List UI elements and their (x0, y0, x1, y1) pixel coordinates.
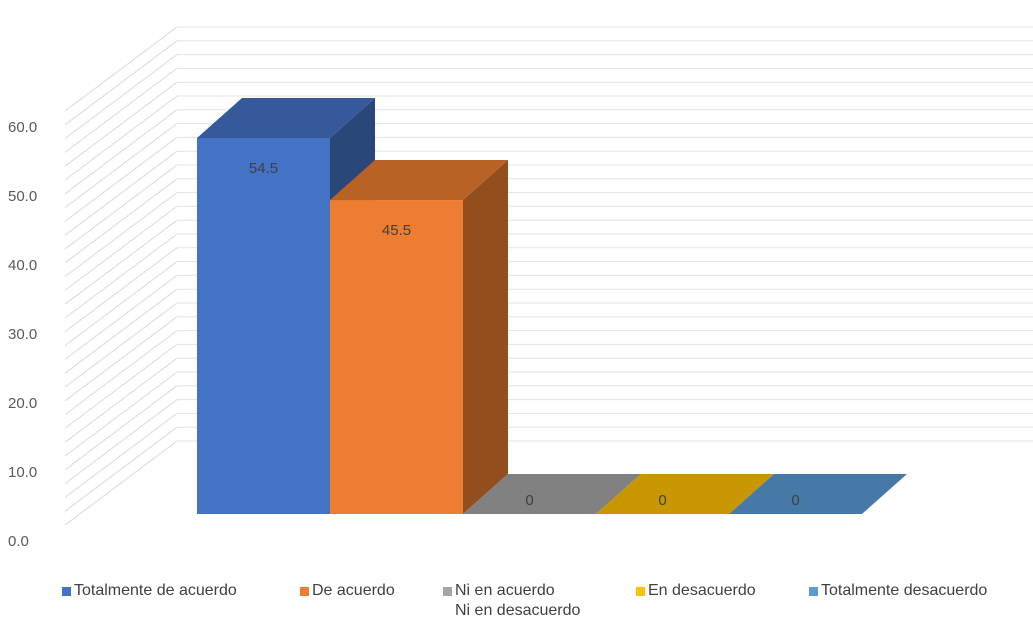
gridline-diagonal (64, 40, 178, 126)
legend-swatch (443, 587, 452, 596)
bar-top (596, 474, 774, 514)
legend-swatch (636, 587, 645, 596)
chart: 0.0 10.0 20.0 30.0 40.0 50.0 60.0 54.5 45.5 0 0 0 (8, 26, 1033, 550)
gridline-diagonal (64, 426, 178, 512)
gridline-diagonal (64, 81, 178, 167)
y-tick-label: 50.0 (8, 188, 37, 205)
gridline-diagonal (64, 261, 178, 347)
gridline-diagonal (64, 26, 178, 112)
gridline-diagonal (64, 109, 178, 195)
gridline-diagonal (64, 68, 178, 153)
gridline-diagonal (64, 95, 178, 181)
gridline-diagonal (64, 371, 178, 457)
data-label: 45.5 (382, 222, 411, 239)
gridline-diagonal (64, 412, 178, 498)
bar-top (729, 474, 907, 514)
gridline-diagonal (64, 247, 178, 333)
gridline-diagonal (64, 274, 178, 360)
data-label: 54.5 (249, 160, 278, 177)
legend-label: Totalmente de acuerdo (74, 582, 237, 599)
bar-top (463, 474, 641, 514)
gridline-diagonal (64, 385, 178, 471)
gridline-diagonal (64, 192, 178, 278)
bar (729, 474, 907, 514)
data-label: 0 (525, 492, 533, 509)
legend-swatch (300, 587, 309, 596)
gridline-diagonal (64, 178, 178, 264)
bar-front (330, 200, 463, 515)
legend-swatch (809, 587, 818, 596)
gridline-diagonal (64, 136, 178, 222)
y-tick-label: 20.0 (8, 395, 37, 412)
legend: Totalmente de acuerdo De acuerdo Ni en acu… (0, 581, 1033, 623)
y-tick-label: 60.0 (8, 119, 37, 136)
y-tick-label: 10.0 (8, 464, 37, 481)
gridline-diagonal (64, 343, 178, 429)
gridline-diagonal (64, 440, 178, 526)
y-tick-label: 0.0 (8, 533, 29, 550)
gridline-diagonal (64, 399, 178, 485)
gridline-diagonal (64, 164, 178, 250)
gridline-diagonal (64, 219, 178, 305)
bar-top (330, 160, 508, 201)
bar (463, 474, 641, 514)
data-label: 0 (658, 492, 666, 509)
bar-front (197, 137, 330, 514)
legend-label: Totalmente desacuerdo (821, 582, 988, 599)
gridline-diagonal (64, 357, 178, 443)
gridline-diagonal (64, 150, 178, 236)
gridline-diagonal (64, 302, 178, 388)
gridline-diagonal (64, 288, 178, 374)
gridline-diagonal (64, 123, 178, 209)
bar (330, 160, 508, 515)
bar (596, 474, 774, 514)
bar-side (463, 160, 508, 515)
gridline-diagonal (64, 233, 178, 319)
data-label: 0 (791, 492, 799, 509)
legend-label: De acuerdo (312, 582, 395, 599)
legend-label: En desacuerdo (648, 582, 756, 599)
legend-swatch (62, 587, 71, 596)
bar-top (197, 97, 375, 138)
gridline-diagonal (64, 205, 178, 291)
gridline-diagonal (64, 330, 178, 416)
gridline-diagonal (64, 316, 178, 402)
gridline-diagonal (64, 54, 178, 140)
legend-label: Ni en acuerdo Ni en desacuerdo (455, 582, 581, 619)
y-tick-label: 30.0 (8, 326, 37, 343)
y-tick-label: 40.0 (8, 257, 37, 274)
